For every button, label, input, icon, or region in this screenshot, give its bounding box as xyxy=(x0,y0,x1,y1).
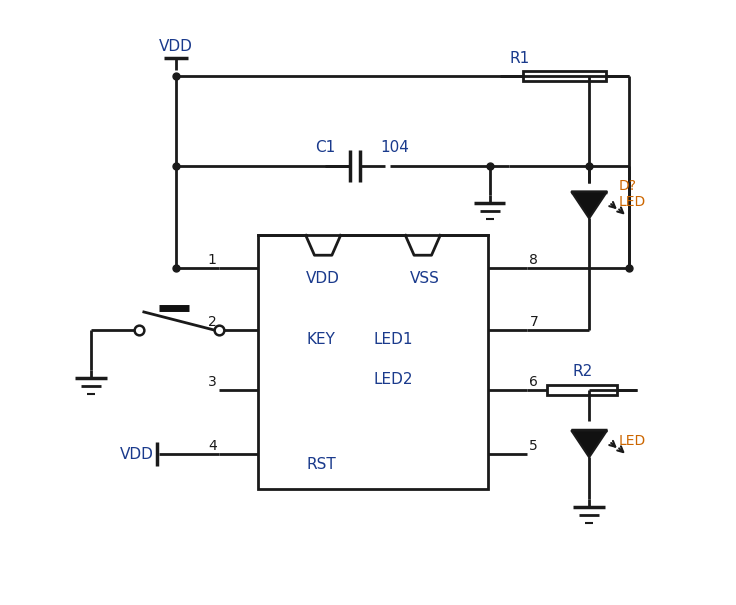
Text: VSS: VSS xyxy=(410,270,439,286)
Text: VDD: VDD xyxy=(306,270,340,286)
Text: LED1: LED1 xyxy=(373,332,413,347)
Text: 4: 4 xyxy=(208,439,216,453)
Text: 3: 3 xyxy=(208,374,216,388)
Text: RST: RST xyxy=(306,457,336,472)
Bar xyxy=(547,385,618,394)
Text: LED: LED xyxy=(619,434,646,448)
Polygon shape xyxy=(571,192,607,218)
Text: VDD: VDD xyxy=(159,39,193,54)
Text: LED: LED xyxy=(619,195,646,209)
Text: D?: D? xyxy=(619,178,637,192)
Text: 1: 1 xyxy=(208,253,216,267)
Text: 8: 8 xyxy=(529,253,538,267)
Text: R2: R2 xyxy=(572,364,592,379)
Bar xyxy=(258,235,487,489)
Text: R1: R1 xyxy=(509,51,529,65)
Text: 6: 6 xyxy=(529,374,538,388)
Text: LED2: LED2 xyxy=(373,372,413,387)
Text: VDD: VDD xyxy=(120,447,154,462)
Bar xyxy=(523,71,606,81)
Polygon shape xyxy=(571,430,607,457)
Text: 7: 7 xyxy=(529,315,538,329)
Text: KEY: KEY xyxy=(306,332,335,347)
Text: C1: C1 xyxy=(315,140,336,155)
Text: 2: 2 xyxy=(208,315,216,329)
Text: 104: 104 xyxy=(381,140,409,155)
Text: 5: 5 xyxy=(529,439,538,453)
